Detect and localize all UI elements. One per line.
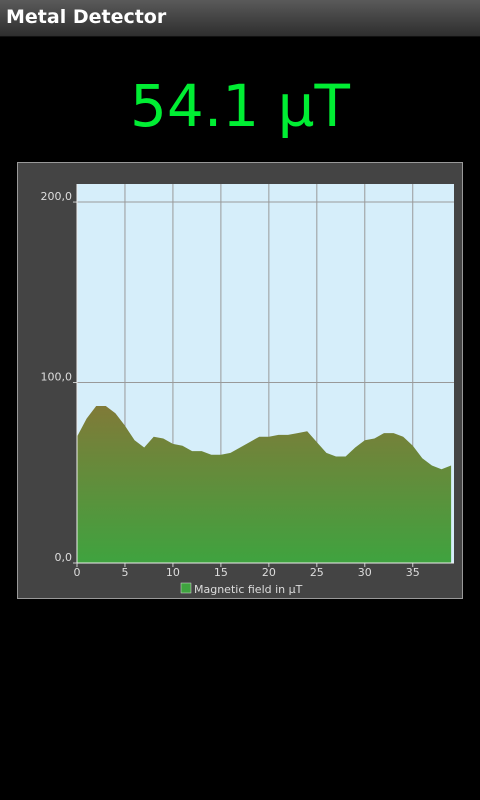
app-title: Metal Detector bbox=[6, 6, 167, 28]
x-tick-label: 25 bbox=[310, 566, 324, 579]
x-tick-label: 15 bbox=[214, 566, 228, 579]
area bbox=[77, 406, 452, 563]
x-tick-label: 20 bbox=[262, 566, 276, 579]
y-tick-label: 100,0 bbox=[41, 371, 73, 384]
x-tick-label: 5 bbox=[121, 566, 128, 579]
app-bar: Metal Detector bbox=[0, 0, 480, 37]
y-tick-label: 200,0 bbox=[41, 190, 73, 203]
legend-swatch bbox=[180, 582, 192, 594]
x-tick-label: 30 bbox=[358, 566, 372, 579]
legend-label: Magnetic field in µT bbox=[194, 583, 303, 596]
x-tick-label: 35 bbox=[406, 566, 420, 579]
x-tick-label: 10 bbox=[166, 566, 180, 579]
x-tick-label: 0 bbox=[74, 566, 81, 579]
field-reading: 54.1 µT bbox=[130, 72, 350, 140]
y-tick-label: 0,0 bbox=[55, 551, 73, 564]
